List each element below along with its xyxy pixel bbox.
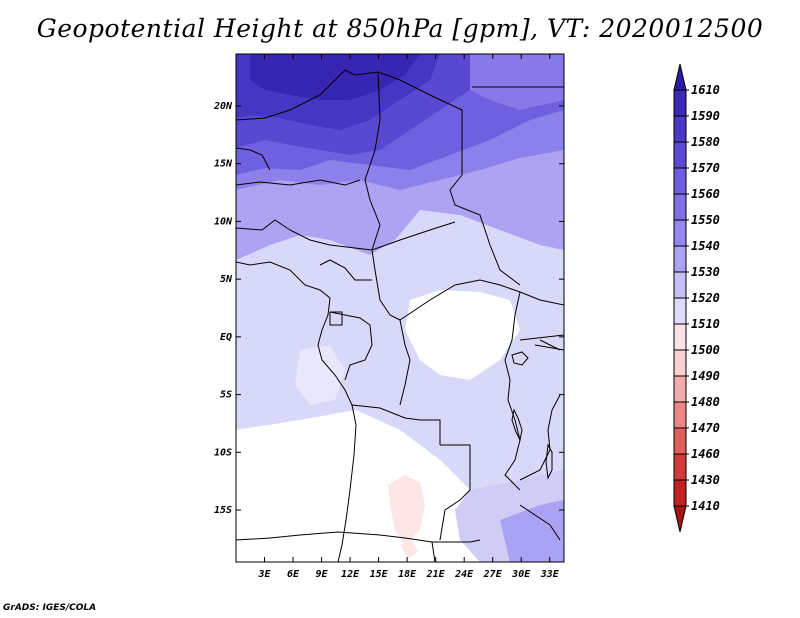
- colorbar-segment: [673, 193, 687, 221]
- band-1520-west: [295, 345, 345, 405]
- colorbar-label: 1530: [691, 265, 720, 279]
- lat-label: 5N: [220, 274, 233, 285]
- colorbar-label: 1520: [691, 291, 720, 305]
- colorbar-segment: [673, 479, 687, 507]
- colorbar-segment: [673, 219, 687, 247]
- border-east-4: [519, 394, 561, 481]
- colorbar-label: 1570: [691, 161, 720, 175]
- colorbar-segment: [673, 115, 687, 143]
- lon-label: 18E: [398, 569, 417, 580]
- lat-label: 5S: [220, 390, 232, 401]
- colorbar-segment: [673, 375, 687, 403]
- band-1520-congo: [405, 290, 520, 380]
- colorbar-label: 1610: [691, 83, 720, 97]
- lon-label: 3E: [257, 569, 271, 580]
- border-central-2: [319, 259, 372, 281]
- band-1590: [250, 54, 420, 100]
- border-sahel: [236, 219, 456, 251]
- band-1550-east: [470, 54, 564, 110]
- map-frame: [235, 53, 565, 563]
- border-north-3: [449, 174, 521, 286]
- colorbar-label: 1480: [691, 395, 720, 409]
- colorbar-label: 1510: [691, 317, 720, 331]
- colorbar-segment: [673, 141, 687, 169]
- border-north-2: [364, 71, 381, 251]
- border-north-1: [236, 69, 463, 175]
- colorbar-segment: [673, 297, 687, 325]
- colorbar-segment: [673, 427, 687, 455]
- border-east-6: [539, 339, 561, 351]
- colorbar-segment: [673, 323, 687, 351]
- longitude-axis: 3E 6E 9E 12E 15E 18E 21E 24E 27E 30E 33E: [257, 54, 560, 580]
- colorbar-label: 1460: [691, 447, 720, 461]
- border-coast-west: [236, 261, 357, 562]
- border-gabon: [329, 311, 373, 381]
- colorbar-label: 1430: [691, 473, 720, 487]
- band-1520-south: [236, 410, 520, 562]
- colorbar-label: 1540: [691, 239, 720, 253]
- lat-label: 15S: [214, 505, 232, 516]
- lat-label: EQ: [220, 332, 232, 343]
- lon-label: 15E: [370, 569, 389, 580]
- band-1510: [388, 475, 425, 545]
- lon-label: 9E: [316, 569, 329, 580]
- colorbar-label: 1470: [691, 421, 720, 435]
- border-lake-1: [511, 408, 523, 442]
- band-1530: [236, 190, 564, 505]
- grads-credit: GrADS: IGES/COLA: [3, 603, 97, 613]
- colorbar-label: 1560: [691, 187, 720, 201]
- border-south-2: [431, 541, 436, 562]
- lon-label: 33E: [540, 569, 560, 580]
- colorbar-label: 1580: [691, 135, 720, 149]
- latitude-axis: 20N 15N 10N 5N EQ 5S 10S 15S: [213, 101, 564, 516]
- colorbar-segment: [673, 167, 687, 195]
- band-1540: [236, 140, 564, 260]
- border-horizon: [236, 179, 361, 186]
- border-lake-3: [511, 351, 529, 366]
- colorbar-label: 1490: [691, 369, 720, 383]
- border-east-2: [519, 334, 564, 341]
- lon-label: 30E: [511, 569, 531, 580]
- colorbar-segment: [673, 349, 687, 377]
- colorbar-segment: [673, 401, 687, 429]
- border-nw: [236, 147, 271, 171]
- lon-label: 6E: [287, 569, 300, 580]
- colorbar-label: 1410: [691, 499, 720, 513]
- colorbar-segment: [673, 453, 687, 481]
- colorbar-segment: [673, 271, 687, 299]
- border-lake-2: [545, 443, 553, 480]
- colorbar-segment: [673, 245, 687, 273]
- lat-label: 10S: [214, 447, 232, 458]
- map-title: Geopotential Height at 850hPa [gpm], VT:…: [36, 14, 764, 43]
- colorbar-label: 1500: [691, 343, 720, 357]
- lat-label: 15N: [214, 159, 233, 170]
- colorbar: 1610 1590 1580 1570 1560 1550 1540 1530 1520 1510…: [673, 63, 720, 533]
- colorbar-label: 1550: [691, 213, 720, 227]
- border-east-5: [519, 504, 561, 541]
- lon-label: 21E: [426, 569, 446, 580]
- border-drc-east: [504, 291, 521, 491]
- colorbar-bottom-arrow: [673, 505, 687, 533]
- country-borders: [236, 69, 564, 562]
- colorbar-top-arrow: [673, 63, 687, 91]
- lat-label: 10N: [214, 216, 233, 227]
- band-1540-southeast: [500, 500, 564, 562]
- border-central-3: [399, 279, 564, 321]
- height-field: [236, 54, 564, 562]
- colorbar-label: 1590: [691, 109, 720, 123]
- border-angola-north: [351, 404, 441, 445]
- border-south: [236, 531, 481, 543]
- lat-label: 20N: [213, 101, 233, 112]
- border-small-1: [329, 311, 343, 326]
- border-angola-east: [439, 444, 471, 541]
- lon-label: 24E: [454, 569, 474, 580]
- lon-label: 12E: [341, 569, 360, 580]
- band-1510-small: [400, 540, 418, 558]
- lon-label: 27E: [483, 569, 503, 580]
- colorbar-segment: [673, 89, 687, 117]
